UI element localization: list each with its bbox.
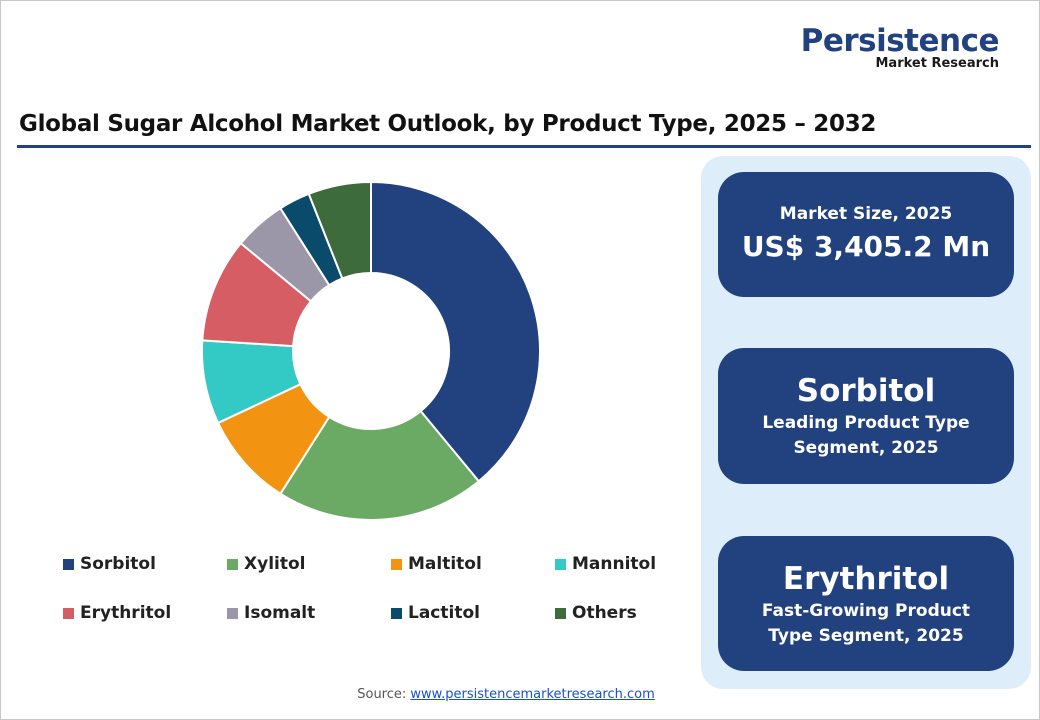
legend-swatch <box>63 607 74 619</box>
logo-name: Persistence <box>800 23 1000 59</box>
legend-label: Sorbitol <box>80 554 156 574</box>
legend-label: Erythritol <box>80 603 172 623</box>
legend-swatch <box>391 558 402 570</box>
donut-slice <box>370 180 542 483</box>
legend-swatch <box>391 607 402 619</box>
card: Sorbitol Leading Product Type Segment, 2… <box>718 348 1014 484</box>
source-label: Source: <box>357 687 407 702</box>
legend-swatch <box>227 607 238 619</box>
legend-label: Isomalt <box>244 603 316 623</box>
donut-chart <box>201 180 542 521</box>
donut-slice <box>307 180 372 280</box>
legend-item: Xylitol <box>227 554 305 574</box>
card-small: Fast-Growing Product Type Segment, 2025 <box>761 600 971 646</box>
logo-sub: Market Research <box>875 56 1000 71</box>
legend-label: Maltitol <box>408 554 482 574</box>
legend-item: Others <box>555 603 637 623</box>
legend-item: Sorbitol <box>63 554 156 574</box>
legend-item: Mannitol <box>555 554 656 574</box>
title-rule <box>17 145 1031 148</box>
legend-label: Mannitol <box>572 554 657 574</box>
source: Source: www.persistencemarketresearch.co… <box>1 687 1011 702</box>
legend-item: Maltitol <box>391 554 482 574</box>
legend-label: Others <box>572 603 637 623</box>
card-big: Erythritol <box>782 560 950 597</box>
source-link[interactable]: www.persistencemarketresearch.com <box>410 687 655 702</box>
legend-label: Xylitol <box>244 554 306 574</box>
donut-slice <box>279 409 481 521</box>
legend-swatch <box>63 558 74 570</box>
legend-item: Isomalt <box>227 603 315 623</box>
card-small: Market Size, 2025 <box>779 204 953 224</box>
legend-swatch <box>555 607 566 619</box>
card: Erythritol Fast-Growing Product Type Seg… <box>718 536 1014 671</box>
chart-title: Global Sugar Alcohol Market Outlook, by … <box>19 111 877 137</box>
card-small: Leading Product Type Segment, 2025 <box>762 413 970 458</box>
legend-swatch <box>227 558 238 570</box>
legend-item: Lactitol <box>391 603 480 623</box>
card-big: US$ 3,405.2 Mn <box>741 230 991 263</box>
legend-item: Erythritol <box>63 603 171 623</box>
card: Market Size, 2025 US$ 3,405.2 Mn <box>718 172 1014 297</box>
card-big: Sorbitol <box>796 373 936 409</box>
legend-swatch <box>555 558 566 570</box>
legend-label: Lactitol <box>408 603 480 623</box>
